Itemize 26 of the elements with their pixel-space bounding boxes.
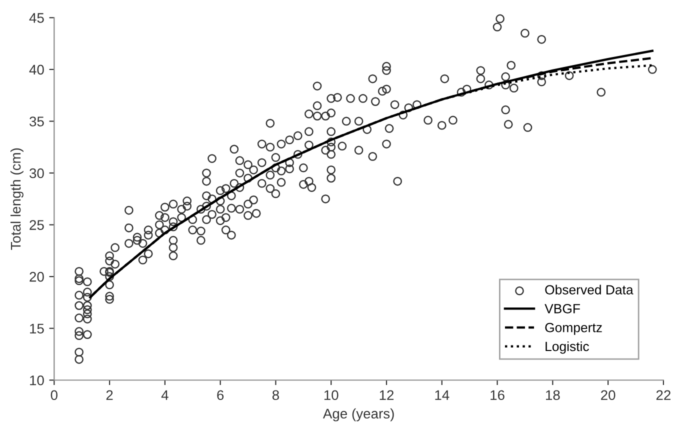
x-tick-label: 6 <box>217 390 224 400</box>
y-axis-title: Total length (cm) <box>10 148 24 250</box>
legend-label: Observed Data <box>545 284 634 294</box>
x-tick-label: 8 <box>272 390 279 400</box>
x-tick-label: 10 <box>324 390 338 400</box>
y-tick-label: 45 <box>29 13 44 23</box>
y-tick-label: 30 <box>30 168 44 178</box>
legend-label: VBGF <box>544 304 580 314</box>
legend-label: Gompertz <box>545 322 602 335</box>
y-tick-label: 15 <box>30 324 44 334</box>
x-tick-label: 22 <box>656 390 670 400</box>
y-tick-label: 25 <box>30 220 44 230</box>
x-tick-label: 16 <box>490 390 504 400</box>
y-tick-label: 35 <box>30 116 44 126</box>
y-tick-label: 10 <box>30 375 44 386</box>
x-tick-label: 2 <box>106 390 113 400</box>
x-tick-label: 20 <box>601 390 616 400</box>
x-tick-label: 4 <box>161 390 168 400</box>
x-axis-title: Age (years) <box>322 408 394 422</box>
y-tick-label: 40 <box>29 64 44 75</box>
x-tick-label: 14 <box>435 390 450 400</box>
x-tick-label: 0 <box>50 390 58 400</box>
legend-label: Logistic <box>546 341 589 354</box>
x-tick-label: 12 <box>380 390 394 400</box>
y-tick-label: 20 <box>30 272 44 282</box>
x-tick-label: 18 <box>546 390 560 400</box>
